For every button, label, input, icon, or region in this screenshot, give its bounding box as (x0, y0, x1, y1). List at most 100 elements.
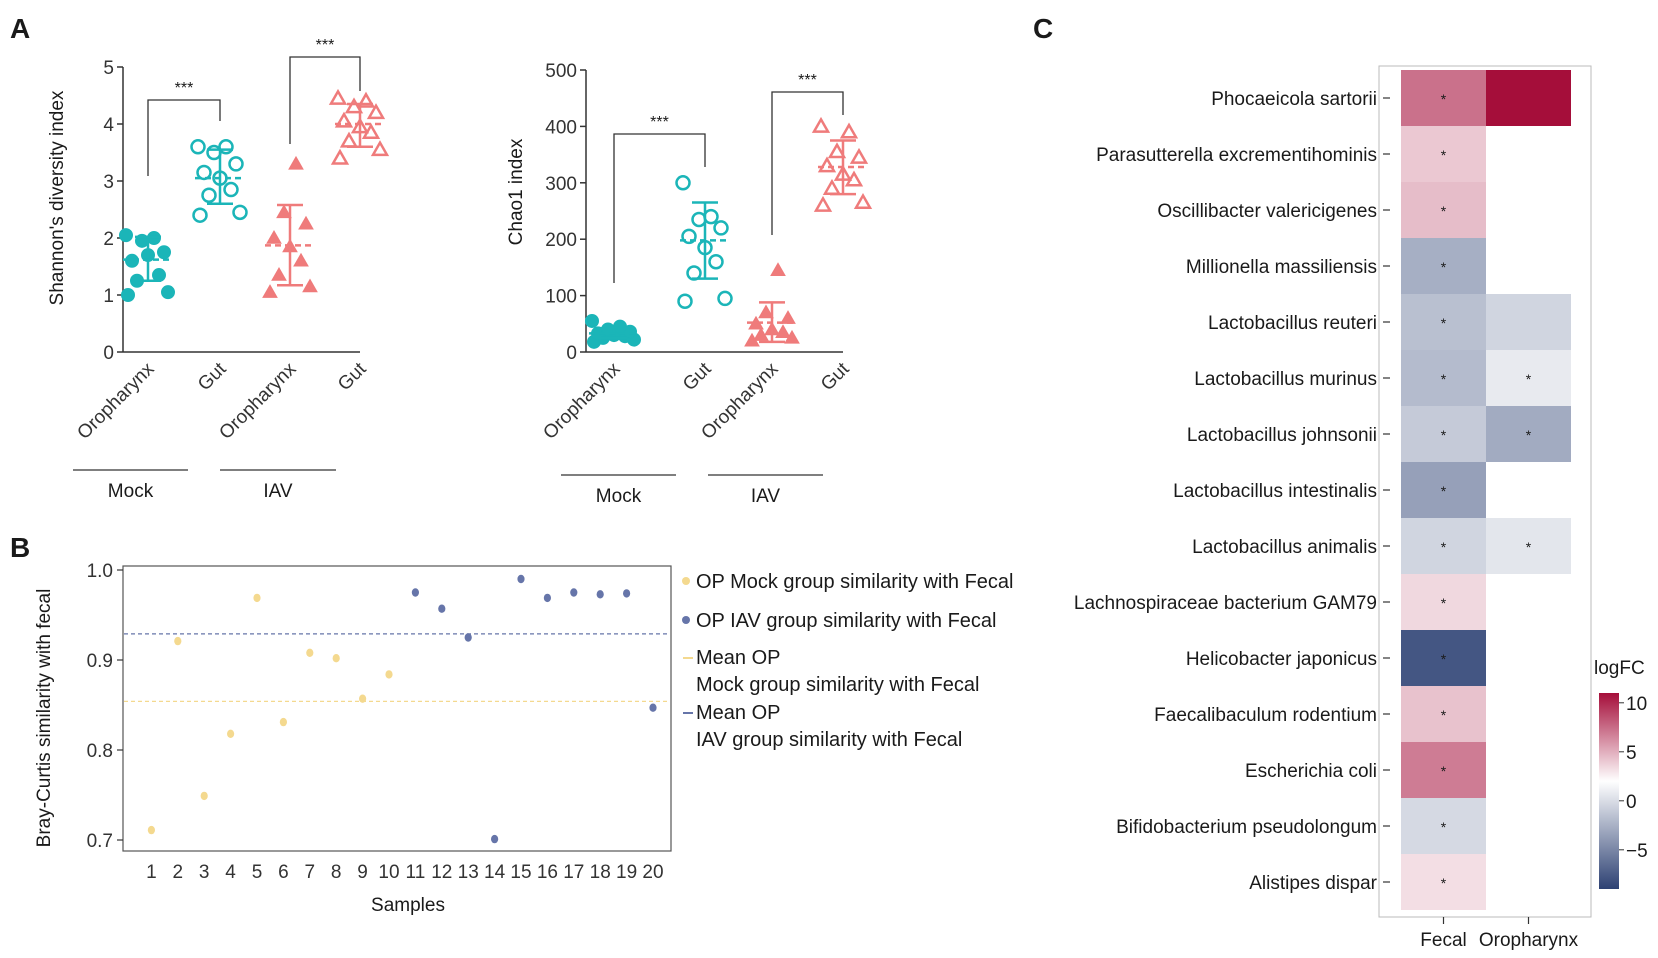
x-tick-label: 5 (252, 862, 263, 883)
data-point (271, 267, 287, 281)
y-tick-label: 400 (545, 117, 577, 138)
shannon-y-axis-label: Shannon's diversity index (47, 90, 68, 305)
row-label: Millionella massiliensis (1186, 257, 1377, 278)
bray-legend: OP Mock group similarity with Fecal OP I… (682, 571, 1014, 751)
chao1-y-axis-label: Chao1 index (506, 138, 527, 245)
shannon-brackets: *** *** (147, 37, 361, 176)
data-point (770, 262, 786, 276)
y-tick-label: 100 (545, 287, 577, 308)
x-tick-label: 15 (510, 862, 531, 883)
heatmap-cell (1401, 294, 1486, 350)
chao1-brackets: *** *** (613, 72, 844, 283)
colorbar-ticks: 10 5 0 −5 (1619, 694, 1648, 862)
condition-label: IAV (751, 486, 781, 507)
significance-star: * (1441, 315, 1447, 331)
shannon-y-ticks: 0 1 2 3 4 5 (103, 58, 360, 364)
similarity-point (411, 588, 419, 597)
x-tick-label: 7 (305, 862, 316, 883)
y-tick-label: 0.8 (87, 741, 113, 762)
data-point (677, 293, 693, 309)
data-point (196, 164, 212, 181)
x-tick-label: 2 (173, 862, 184, 883)
condition-label: Mock (108, 481, 154, 502)
similarity-point (464, 633, 472, 642)
heatmap-cell (1401, 462, 1486, 518)
legend-op-mock-label: OP Mock group similarity with Fecal (696, 571, 1014, 593)
data-point (119, 228, 133, 243)
chao1-chart: Chao1 index 0 100 200 300 400 500 *** *** Orop… (506, 61, 873, 507)
chao1-y-ticks: 0 100 200 300 400 500 (545, 61, 843, 364)
heatmap-cell (1486, 70, 1571, 126)
data-point (853, 193, 873, 210)
condition-label: IAV (263, 481, 293, 502)
heatmap-cell (1401, 798, 1486, 854)
similarity-point (332, 654, 340, 663)
shannon-chart: Shannon's diversity index 0 1 2 3 4 5 ****** … (47, 37, 390, 502)
data-point (232, 204, 248, 221)
row-label: Lachnospiraceae bacterium GAM79 (1074, 593, 1377, 614)
heatmap-cell (1401, 70, 1486, 126)
data-point (302, 278, 318, 293)
data-point (585, 313, 599, 328)
row-label: Oscillibacter valericigenes (1157, 201, 1377, 222)
significance-star: * (1441, 595, 1447, 611)
x-tick-label: Gut (817, 358, 854, 395)
data-point (298, 215, 314, 230)
x-tick-label: 19 (616, 862, 637, 883)
heatmap-cell (1401, 238, 1486, 294)
data-point (288, 155, 304, 170)
bray-ticks: 0.70.80.91.01 2 3 4 5 6 7 8 9 10 11 12 13 14 15 16 17 18 1… (87, 561, 664, 883)
colorbar-gradient (1599, 693, 1619, 889)
data-point (775, 324, 791, 339)
row-label: Lactobacillus animalis (1192, 537, 1377, 558)
significance-star: * (1441, 371, 1447, 387)
x-tick-label: 11 (406, 862, 426, 883)
data-point (190, 139, 206, 155)
bray-plot-frame (122, 565, 672, 852)
heatmap-column-labels: Fecal Oropharynx (1420, 917, 1579, 951)
data-point (276, 204, 292, 219)
data-point (839, 122, 859, 139)
data-point (157, 245, 171, 260)
data-point (822, 178, 842, 195)
data-point (344, 97, 364, 114)
heatmap-cell (1401, 574, 1486, 630)
bray-x-axis-label: Samples (371, 895, 445, 916)
significance-star: * (1441, 539, 1447, 555)
panel-a-label: A (10, 13, 30, 44)
significance-star: * (1441, 203, 1447, 219)
similarity-point (279, 717, 287, 727)
y-tick-label: 200 (545, 230, 577, 251)
legend-op-iav-marker (682, 616, 690, 624)
data-point (266, 229, 282, 244)
data-point (228, 156, 244, 172)
data-point (817, 156, 837, 173)
shannon-marks (119, 88, 390, 302)
heatmap-row-labels: Phocaeicola sartorii Parasutterella excre… (1074, 89, 1390, 894)
x-tick-label: Gut (194, 358, 231, 395)
significance-star: * (1441, 427, 1447, 443)
significance-star: * (1441, 91, 1447, 107)
significance-star: * (1526, 539, 1532, 555)
x-tick-label: 3 (199, 862, 210, 883)
similarity-point (174, 636, 182, 646)
y-tick-label: 1.0 (87, 561, 113, 582)
row-label: Parasutterella excrementihominis (1096, 145, 1377, 166)
row-label: Lactobacillus murinus (1194, 369, 1377, 390)
y-tick-label: 500 (545, 61, 577, 82)
significance-bracket (147, 99, 221, 176)
chao1-condition-labels: Mock IAV (561, 474, 823, 507)
data-point (161, 285, 175, 300)
data-point (753, 327, 769, 341)
x-tick-label: 17 (563, 862, 584, 883)
legend-mean-mock-line2: Mock group similarity with Fecal (696, 674, 979, 696)
data-point (713, 220, 729, 236)
x-tick-label: 16 (537, 862, 558, 883)
similarity-point (596, 590, 604, 599)
data-point (218, 139, 234, 155)
y-tick-label: 0.9 (87, 651, 113, 672)
row-label: Bifidobacterium pseudolongum (1116, 817, 1377, 838)
row-label: Escherichia coli (1245, 761, 1377, 782)
